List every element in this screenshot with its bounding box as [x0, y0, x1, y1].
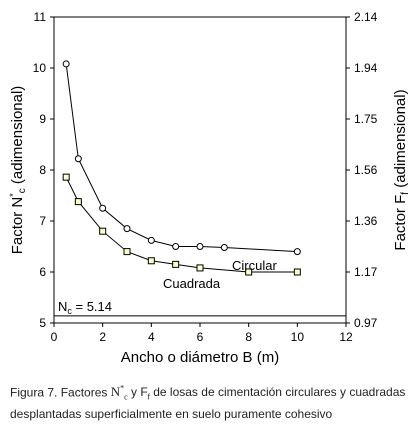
- x-tick-label: 4: [148, 330, 155, 344]
- point-cuadrada: [172, 260, 180, 268]
- chart: 0 2 4 6 8 10 12 5 6 7 8 9 10 11 0.97 1.17 1.36 1.56 1.75…: [8, 10, 411, 366]
- point-circular: [123, 225, 131, 233]
- x-tick-label: 8: [245, 330, 252, 344]
- y-left-tick-label: 6: [39, 265, 46, 279]
- y-right-tick-label: 0.97: [354, 316, 378, 330]
- y-left-tick-label: 5: [39, 316, 46, 330]
- y-left-tick-label: 9: [39, 112, 46, 126]
- y-left-tick-label: 7: [39, 214, 46, 228]
- y-left-tick-label: 11: [34, 10, 47, 24]
- y-left-ticks: 5 6 7 8 9 10 11: [33, 10, 54, 330]
- caption-rest: y Ff de losas de cimentación circulares …: [10, 385, 406, 421]
- point-circular: [220, 244, 228, 252]
- caption-symbol-ncstar: N*c: [110, 384, 128, 402]
- y-right-tick-label: 1.17: [354, 265, 378, 279]
- y-right-tick-label: 2.14: [354, 10, 378, 24]
- y-left-tick-label: 10: [33, 61, 47, 75]
- figure-caption: Figura 7. Factores N*c y Ff de losas de …: [10, 381, 410, 422]
- point-circular: [74, 155, 82, 163]
- point-circular: [62, 60, 70, 68]
- point-cuadrada: [147, 257, 155, 265]
- y-left-axis-label: Factor N*c (adimensional): [8, 86, 28, 255]
- y-right-ticks: 0.97 1.17 1.36 1.56 1.75 1.94 2.14: [346, 10, 378, 330]
- series-group: [62, 60, 301, 276]
- y-right-tick-label: 1.75: [354, 112, 378, 126]
- point-cuadrada: [123, 248, 131, 256]
- y-right-axis-label: Factor Ff (adimensional): [392, 89, 411, 250]
- x-ticks: 0 2 4 6 8 10 12: [51, 323, 353, 344]
- point-circular: [172, 243, 180, 250]
- caption-lead: Figura 7. Factores: [10, 385, 111, 400]
- point-circular: [196, 243, 204, 250]
- point-cuadrada: [196, 264, 204, 272]
- y-right-tick-label: 1.56: [354, 163, 378, 177]
- point-cuadrada: [293, 268, 301, 276]
- point-circular: [293, 248, 301, 256]
- x-tick-label: 0: [51, 330, 58, 344]
- x-tick-label: 2: [99, 330, 106, 344]
- point-cuadrada: [74, 198, 82, 206]
- x-tick-label: 12: [339, 330, 353, 344]
- y-right-tick-label: 1.94: [354, 61, 378, 75]
- series-label-cuadrada: Cuadrada: [163, 276, 221, 291]
- y-left-tick-label: 8: [39, 163, 46, 177]
- x-axis-label: Ancho o diámetro B (m): [121, 349, 279, 366]
- x-tick-label: 6: [197, 330, 204, 344]
- reference-line-label: Nc = 5.14: [58, 299, 112, 316]
- y-right-tick-label: 1.36: [354, 214, 378, 228]
- x-tick-label: 10: [291, 330, 305, 344]
- series-label-circular: Circular: [232, 258, 277, 273]
- point-circular: [99, 204, 107, 212]
- point-circular: [147, 236, 155, 244]
- point-cuadrada: [99, 227, 107, 235]
- point-cuadrada: [245, 268, 253, 276]
- point-cuadrada: [62, 173, 70, 181]
